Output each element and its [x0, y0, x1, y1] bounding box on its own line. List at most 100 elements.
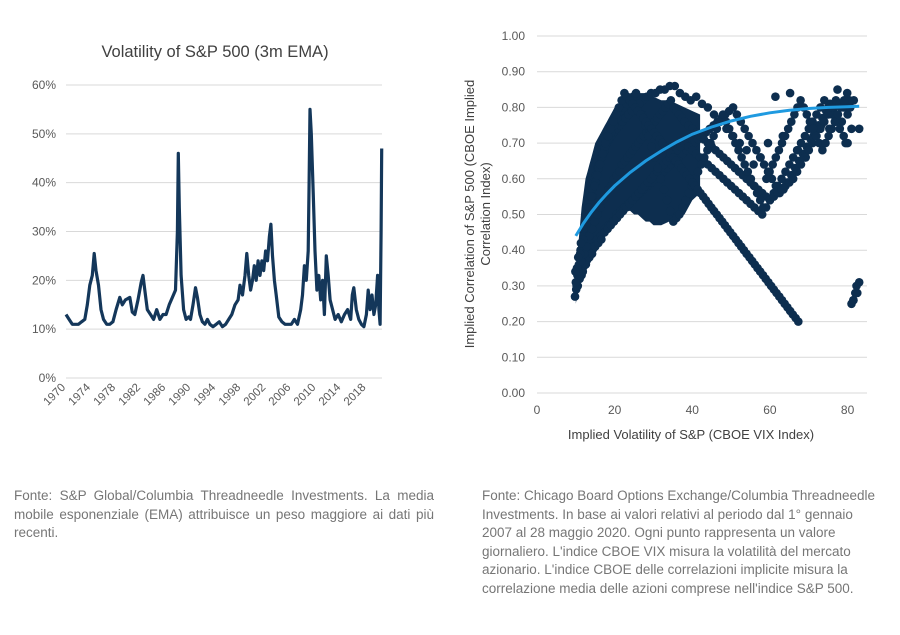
scatter-point — [835, 124, 845, 134]
scatter-point — [827, 124, 836, 134]
scatter-point — [570, 292, 580, 301]
scatter-point — [573, 252, 583, 262]
left-y-tick-label: 40% — [32, 176, 56, 190]
scatter-point — [821, 138, 830, 148]
left-x-tick-label: 2002 — [242, 382, 269, 409]
scatter-point — [597, 235, 606, 244]
scatter-point — [706, 138, 715, 148]
scatter-point — [724, 124, 734, 134]
right-x-tick-label: 80 — [841, 403, 855, 417]
left-x-tick-label: 2010 — [292, 382, 319, 409]
right-x-tick-label: 60 — [763, 403, 777, 417]
scatter-point — [709, 110, 719, 119]
scatter-point — [824, 131, 833, 141]
scatter-point — [601, 138, 610, 148]
volatility-line-chart: Volatility of S&P 500 (3m EMA) 0% 10% 20% 3… — [32, 43, 384, 408]
scatter-point — [593, 210, 602, 219]
scatter-point — [755, 195, 765, 205]
scatter-point — [790, 110, 799, 119]
scatter-point — [631, 88, 641, 98]
scatter-point — [777, 138, 787, 148]
scatter-point — [774, 145, 784, 155]
scatter-point — [796, 138, 806, 148]
scatter-point — [792, 167, 802, 176]
scatter-point — [851, 288, 860, 298]
scatter-point — [743, 167, 753, 176]
scatter-point — [744, 131, 753, 141]
scatter-point — [696, 160, 706, 169]
scatter-point — [675, 210, 684, 219]
scatter-point — [666, 96, 676, 105]
left-y-tick-label: 10% — [32, 322, 56, 336]
right-x-tick-label: 0 — [534, 403, 541, 417]
scatter-point — [777, 174, 786, 184]
scatter-point — [691, 92, 701, 101]
scatter-point — [820, 96, 829, 105]
left-y-tick-label: 60% — [32, 78, 56, 92]
scatter-point — [746, 174, 756, 184]
scatter-point — [852, 281, 861, 291]
scatter-point — [847, 124, 856, 134]
scatter-point — [748, 138, 757, 148]
scatter-point — [728, 131, 737, 141]
scatter-point — [611, 110, 621, 119]
scatter-point — [812, 110, 821, 119]
left-grid — [66, 84, 382, 379]
scatter-point — [842, 88, 852, 98]
right-y-tick-label: 0.30 — [502, 279, 526, 293]
scatter-point — [615, 167, 624, 176]
right-y-tick-label: 0.90 — [502, 65, 526, 79]
scatter-point — [814, 138, 824, 148]
right-y-tick-label: 0.40 — [502, 243, 526, 257]
scatter-point — [740, 160, 749, 169]
scatter-point — [647, 142, 656, 151]
scatter-point — [800, 131, 810, 141]
scatter-point — [718, 110, 728, 119]
left-x-tick-label: 2006 — [267, 382, 294, 409]
scatter-point — [693, 167, 703, 176]
scatter-point — [816, 124, 825, 134]
scatter-point — [759, 203, 768, 212]
fit-curve — [574, 104, 860, 237]
right-y-axis-label-line2: Correlation Index) — [478, 162, 493, 265]
scatter-point — [571, 278, 581, 287]
scatter-point — [785, 88, 795, 98]
caption-right: Fonte: Chicago Board Options Exchange/Co… — [482, 488, 875, 596]
scatter-point — [833, 110, 843, 119]
right-y-tick-label: 0.50 — [502, 208, 526, 222]
scatter-point — [785, 160, 794, 169]
scatter-point — [609, 117, 618, 126]
scatter-point — [740, 124, 749, 134]
right-y-tick-label: 0.80 — [502, 100, 526, 114]
scatter-point — [585, 231, 594, 241]
right-y-tick-label: 0.10 — [502, 350, 526, 364]
left-x-tick-labels: 1970197419781982198619901994199820022006… — [42, 381, 369, 408]
scatter-point — [808, 138, 817, 148]
scatter-point — [755, 153, 765, 162]
right-y-axis-label: Implied Correlation of S&P 500 (CBOE Imp… — [462, 80, 493, 349]
scatter-point — [709, 131, 718, 141]
scatter-point — [796, 96, 805, 105]
left-x-tick-label: 1990 — [167, 382, 194, 409]
scatter-point — [804, 145, 814, 155]
scatter-point — [802, 110, 812, 119]
scatter-point — [590, 181, 599, 191]
scatter-point — [665, 206, 675, 216]
scatter-point — [849, 295, 858, 305]
scatter-point — [728, 103, 738, 112]
scatter-point — [837, 117, 847, 126]
scatter-point — [787, 117, 796, 126]
scatter-point — [684, 188, 694, 198]
scatter-point — [830, 117, 840, 126]
scatter-point — [606, 124, 616, 134]
scatter-point — [595, 160, 605, 169]
scatter-point — [598, 149, 607, 159]
correlation-scatter-chart: 0.00 0.10 0.20 0.30 0.40 0.50 0.60 0.70 0.80 0.90… — [462, 29, 867, 442]
scatter-point — [742, 145, 751, 155]
scatter-point — [823, 110, 833, 119]
scatter-point — [805, 117, 815, 126]
scatter-point — [734, 145, 743, 155]
scatter-point — [800, 153, 810, 162]
left-x-tick-label: 2018 — [342, 382, 369, 409]
scatter-point — [614, 103, 624, 112]
